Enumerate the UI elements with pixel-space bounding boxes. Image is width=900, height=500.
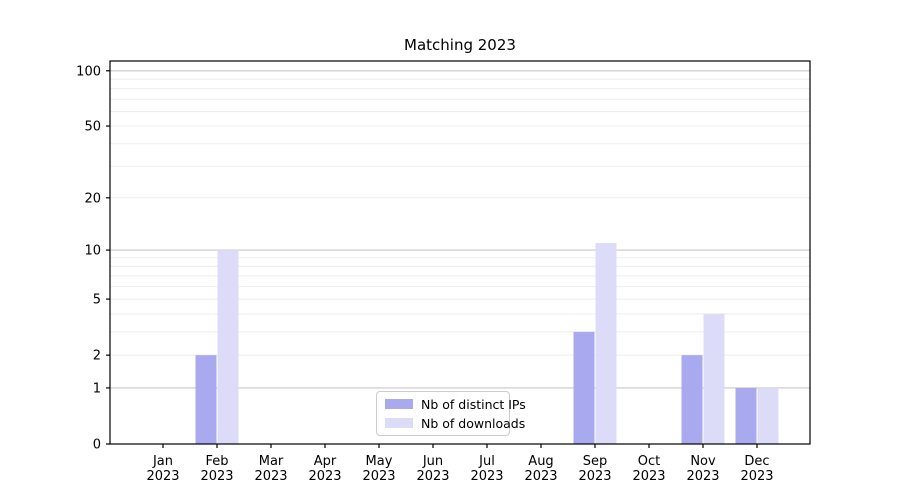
y-tick-label: 5: [93, 293, 101, 308]
legend-label: Nb of distinct IPs: [421, 396, 526, 412]
x-tick-label: Nov 2023: [686, 454, 719, 484]
legend-entry: Nb of distinct IPs: [385, 397, 526, 412]
x-tick-label: Dec 2023: [740, 454, 773, 484]
x-tick-label: Feb 2023: [200, 454, 233, 484]
bar: [757, 387, 779, 444]
x-tick-label: Oct 2023: [632, 454, 665, 484]
axis-spines: [109, 60, 811, 445]
bar: [595, 243, 617, 444]
y-tick-label: 2: [93, 349, 101, 364]
bar: [195, 355, 217, 444]
y-tick-label: 0: [93, 438, 101, 453]
legend-swatch-distinct-ips-icon: [385, 399, 413, 409]
x-tick-label: May 2023: [362, 454, 395, 484]
x-tick-label: Jun 2023: [416, 454, 449, 484]
x-tick-label: Apr 2023: [308, 454, 341, 484]
y-tick-label: 10: [84, 244, 101, 259]
x-tick-label: Jan 2023: [146, 454, 179, 484]
y-tick-label: 50: [84, 120, 101, 135]
bar: [573, 331, 595, 444]
y-tick-label: 20: [84, 191, 101, 206]
y-tick-label: 1: [93, 381, 101, 396]
x-tick-label: Jul 2023: [470, 454, 503, 484]
bar: [703, 313, 725, 444]
legend-label: Nb of downloads: [421, 415, 526, 431]
y-tick-label: 100: [76, 64, 101, 79]
x-tick-label: Aug 2023: [524, 454, 557, 484]
x-tick-label: Sep 2023: [578, 454, 611, 484]
x-tick-label: Mar 2023: [254, 454, 287, 484]
bar: [735, 387, 757, 444]
legend-entry: Nb of downloads: [385, 416, 525, 431]
bar: [681, 355, 703, 444]
legend-swatch-downloads-icon: [385, 418, 413, 428]
legend: Nb of distinct IPs Nb of downloads: [376, 391, 526, 436]
bar: [217, 250, 239, 444]
chart-title: Matching 2023: [404, 36, 516, 54]
